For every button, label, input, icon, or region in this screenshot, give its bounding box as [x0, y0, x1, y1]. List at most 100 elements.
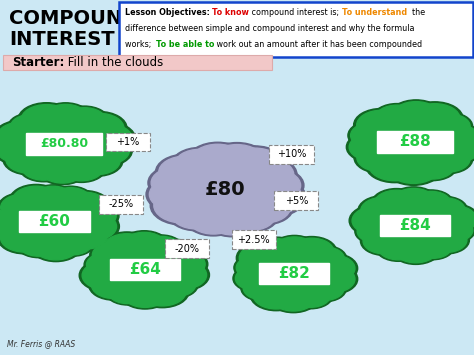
- Ellipse shape: [431, 133, 474, 164]
- Ellipse shape: [0, 221, 51, 254]
- Ellipse shape: [160, 261, 207, 289]
- Ellipse shape: [154, 271, 198, 298]
- Ellipse shape: [240, 177, 306, 217]
- Ellipse shape: [142, 236, 181, 260]
- Ellipse shape: [5, 192, 104, 252]
- Ellipse shape: [348, 121, 397, 150]
- Ellipse shape: [154, 188, 212, 223]
- Ellipse shape: [19, 152, 69, 182]
- Ellipse shape: [244, 243, 344, 304]
- Ellipse shape: [357, 144, 403, 171]
- Ellipse shape: [351, 122, 394, 149]
- Ellipse shape: [91, 272, 136, 299]
- Ellipse shape: [289, 238, 334, 265]
- Ellipse shape: [233, 265, 277, 292]
- Ellipse shape: [108, 280, 147, 304]
- Ellipse shape: [59, 191, 110, 222]
- Ellipse shape: [52, 230, 94, 256]
- Ellipse shape: [390, 187, 438, 216]
- Ellipse shape: [308, 264, 358, 294]
- Ellipse shape: [67, 200, 119, 231]
- Text: £82: £82: [278, 266, 310, 281]
- Ellipse shape: [248, 246, 339, 301]
- Ellipse shape: [62, 192, 108, 220]
- Ellipse shape: [391, 235, 440, 264]
- Ellipse shape: [0, 206, 34, 229]
- Ellipse shape: [162, 251, 205, 277]
- Ellipse shape: [138, 277, 186, 306]
- Text: Lesson Objectives:: Lesson Objectives:: [125, 8, 212, 17]
- Ellipse shape: [157, 259, 210, 291]
- Text: +5%: +5%: [284, 196, 308, 206]
- Ellipse shape: [159, 249, 208, 279]
- Ellipse shape: [149, 178, 203, 211]
- Ellipse shape: [389, 100, 443, 132]
- Ellipse shape: [244, 179, 302, 215]
- Ellipse shape: [3, 144, 55, 175]
- Ellipse shape: [33, 232, 79, 260]
- FancyBboxPatch shape: [165, 239, 210, 258]
- Text: COMPOUND
INTEREST: COMPOUND INTEREST: [9, 9, 139, 49]
- Ellipse shape: [256, 239, 298, 264]
- Ellipse shape: [60, 155, 103, 181]
- Ellipse shape: [74, 147, 120, 175]
- Ellipse shape: [140, 235, 183, 261]
- Ellipse shape: [349, 133, 395, 161]
- Ellipse shape: [21, 105, 72, 135]
- Ellipse shape: [9, 184, 63, 217]
- Text: +10%: +10%: [277, 149, 306, 159]
- Ellipse shape: [423, 196, 467, 223]
- FancyBboxPatch shape: [19, 212, 90, 232]
- Ellipse shape: [410, 153, 455, 179]
- Ellipse shape: [225, 148, 284, 184]
- Ellipse shape: [354, 109, 409, 142]
- Ellipse shape: [71, 213, 117, 240]
- Ellipse shape: [291, 283, 330, 307]
- Ellipse shape: [410, 104, 460, 134]
- Ellipse shape: [365, 148, 424, 183]
- Text: +2.5%: +2.5%: [237, 235, 270, 245]
- Ellipse shape: [82, 261, 129, 290]
- Ellipse shape: [40, 157, 84, 183]
- Text: Starter:: Starter:: [12, 56, 64, 69]
- Ellipse shape: [191, 144, 245, 177]
- Ellipse shape: [423, 144, 473, 174]
- Ellipse shape: [14, 114, 114, 174]
- Ellipse shape: [155, 154, 215, 190]
- Ellipse shape: [234, 255, 276, 280]
- Ellipse shape: [429, 114, 470, 138]
- Ellipse shape: [371, 189, 422, 219]
- Ellipse shape: [358, 196, 408, 226]
- Text: -25%: -25%: [108, 199, 134, 209]
- Ellipse shape: [236, 256, 274, 279]
- Ellipse shape: [0, 193, 47, 222]
- Ellipse shape: [70, 202, 116, 230]
- Ellipse shape: [150, 186, 216, 225]
- Ellipse shape: [375, 105, 419, 131]
- Ellipse shape: [412, 234, 454, 260]
- Ellipse shape: [159, 156, 212, 189]
- Text: +1%: +1%: [116, 137, 140, 147]
- Ellipse shape: [169, 156, 281, 224]
- Ellipse shape: [95, 240, 194, 300]
- Text: Mr. Ferris @ RAAS: Mr. Ferris @ RAAS: [7, 340, 75, 349]
- Ellipse shape: [16, 230, 61, 258]
- Ellipse shape: [136, 275, 189, 308]
- Ellipse shape: [90, 241, 137, 269]
- Ellipse shape: [68, 211, 119, 242]
- Ellipse shape: [6, 146, 52, 173]
- Ellipse shape: [12, 186, 60, 215]
- Text: Fill in the clouds: Fill in the clouds: [64, 56, 164, 69]
- Ellipse shape: [185, 202, 242, 236]
- Ellipse shape: [146, 176, 207, 213]
- Text: compound interest is;: compound interest is;: [249, 8, 342, 17]
- Ellipse shape: [92, 242, 134, 268]
- Ellipse shape: [355, 218, 398, 244]
- Ellipse shape: [71, 111, 127, 145]
- Ellipse shape: [122, 233, 166, 259]
- Ellipse shape: [437, 125, 474, 149]
- Ellipse shape: [0, 223, 48, 252]
- Text: £88: £88: [399, 135, 430, 149]
- Ellipse shape: [48, 186, 93, 213]
- Ellipse shape: [357, 110, 406, 140]
